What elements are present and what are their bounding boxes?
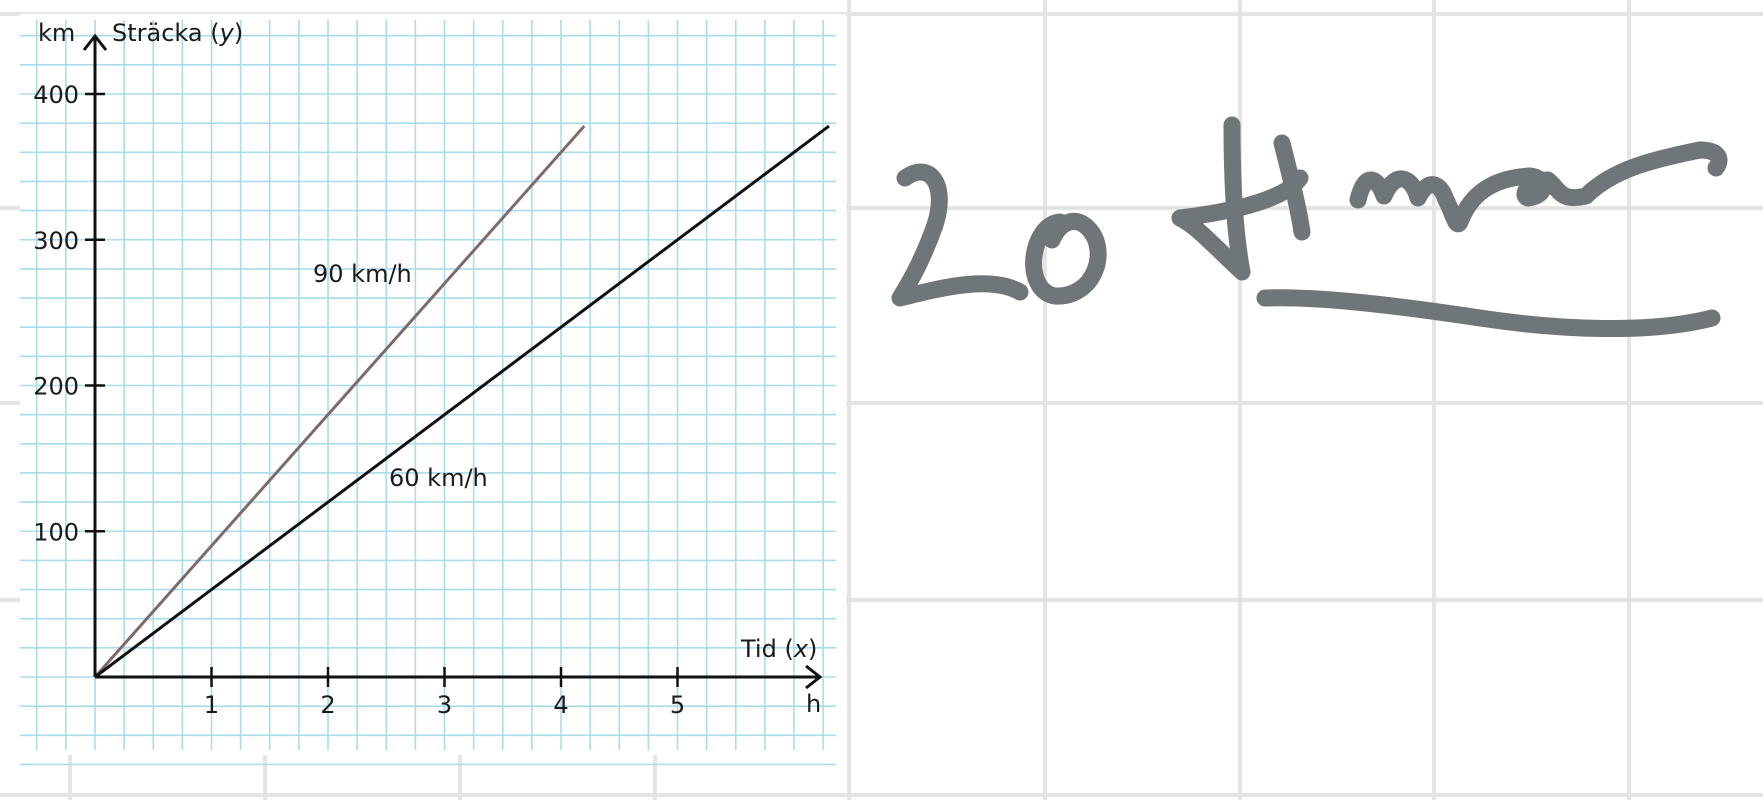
x-axis-arrow	[805, 664, 823, 690]
series-label-90: 90 km/h	[313, 260, 412, 288]
y-axis-title-text: Sträcka	[112, 19, 203, 47]
handwritten-digit-0	[1025, 212, 1107, 305]
x-tick-label: 3	[437, 691, 452, 719]
y-tick-label: 100	[33, 518, 79, 546]
handwritten-letter-t-stem	[1223, 116, 1251, 281]
y-axis-unit: km	[38, 19, 75, 47]
y-axis-title-paren-open: (	[203, 19, 220, 47]
ticks: 1 2 3 4 5 100 200 300 400	[33, 81, 685, 719]
x-tick-label: 2	[320, 691, 335, 719]
x-axis-unit: h	[806, 690, 821, 718]
y-tick-label: 200	[33, 373, 79, 401]
handwritten-answer	[891, 116, 1728, 338]
x-axis-title: Tid (x)	[740, 635, 817, 663]
x-axis-title-paren-open: (	[777, 635, 794, 663]
x-tick-label: 5	[670, 691, 685, 719]
handwritten-letters-mmer	[1349, 141, 1728, 233]
axes	[82, 33, 823, 690]
series-line-90	[93, 125, 586, 678]
x-axis-title-paren-close: )	[808, 635, 817, 663]
x-tick-label: 1	[204, 691, 219, 719]
y-tick-label: 400	[33, 81, 79, 109]
chart-background	[20, 14, 846, 750]
handwritten-digit-2	[891, 163, 1029, 307]
series-line-60	[94, 124, 830, 679]
x-tick-label: 4	[553, 691, 568, 719]
y-tick-label: 300	[33, 227, 79, 255]
series-label-60: 60 km/h	[389, 464, 488, 492]
x-axis-variable: x	[793, 635, 809, 663]
y-axis-title: Sträcka (y)	[112, 19, 243, 47]
handwritten-letter-h	[1273, 134, 1311, 241]
chart-grid	[20, 20, 836, 766]
x-axis-title-text: Tid	[740, 635, 777, 663]
series-lines	[93, 124, 830, 679]
handwritten-underline	[1256, 289, 1721, 338]
y-axis-arrow	[82, 33, 108, 51]
y-axis-variable: y	[219, 19, 235, 47]
y-axis-title-paren-close: )	[234, 19, 243, 47]
